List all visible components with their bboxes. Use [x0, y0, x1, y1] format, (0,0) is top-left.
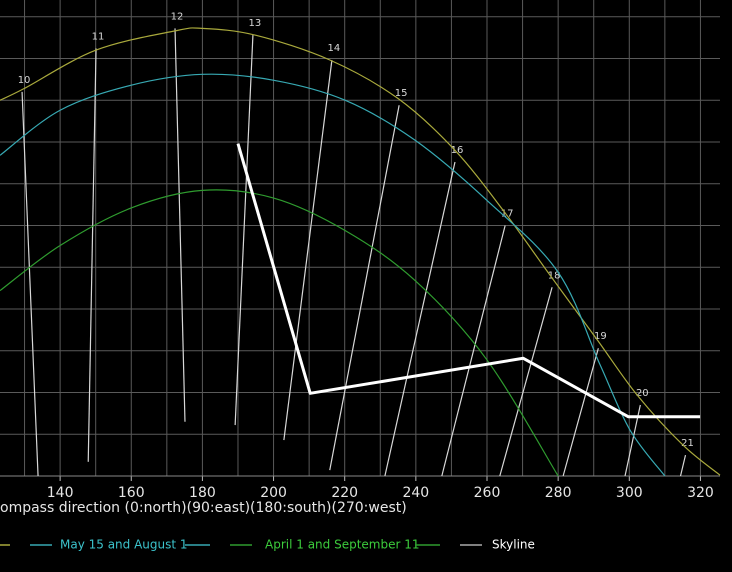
x-tick-label: 160 [118, 485, 145, 501]
x-tick-label: 180 [189, 485, 216, 501]
hour-line [87, 48, 97, 462]
hour-label: 11 [92, 31, 105, 42]
series-line [0, 73, 666, 477]
x-tick-label: 200 [260, 485, 287, 501]
hour-line [283, 60, 333, 441]
x-tick-label: 260 [474, 485, 501, 501]
hour-label: 18 [548, 270, 561, 281]
x-tick-label: 280 [545, 485, 572, 501]
x-axis-label: ompass direction (0:north)(90:east)(180:… [0, 500, 407, 516]
legend-label: May 15 and August 1 [60, 538, 188, 552]
hour-label: 21 [681, 438, 694, 449]
hour-label: 15 [395, 88, 408, 99]
legend-label: April 1 and September 11 [265, 538, 420, 552]
hour-line [384, 161, 456, 477]
hour-label: 14 [328, 43, 341, 54]
x-tick-label: 300 [616, 485, 643, 501]
hour-line [21, 91, 39, 477]
series-line [0, 189, 559, 477]
hour-line [174, 28, 186, 422]
hour-line [679, 454, 687, 477]
hour-label: 10 [18, 75, 31, 86]
series-line [0, 27, 721, 476]
hour-label: 19 [594, 331, 607, 342]
hour-label: 13 [249, 18, 262, 29]
hour-label: 17 [501, 208, 514, 219]
x-tick-label: 240 [402, 485, 429, 501]
hour-line [234, 35, 254, 426]
hour-label: 16 [451, 145, 464, 156]
legend-label: Skyline [492, 538, 535, 552]
hour-line [499, 287, 553, 477]
hour-line [562, 348, 599, 477]
hour-label: 12 [171, 11, 184, 22]
hour-line [441, 225, 506, 477]
x-tick-label: 320 [687, 485, 714, 501]
series-line [236, 143, 701, 419]
x-tick-label: 140 [47, 485, 74, 501]
hour-line [329, 105, 400, 471]
x-tick-label: 220 [331, 485, 358, 501]
hour-label: 20 [636, 388, 649, 399]
